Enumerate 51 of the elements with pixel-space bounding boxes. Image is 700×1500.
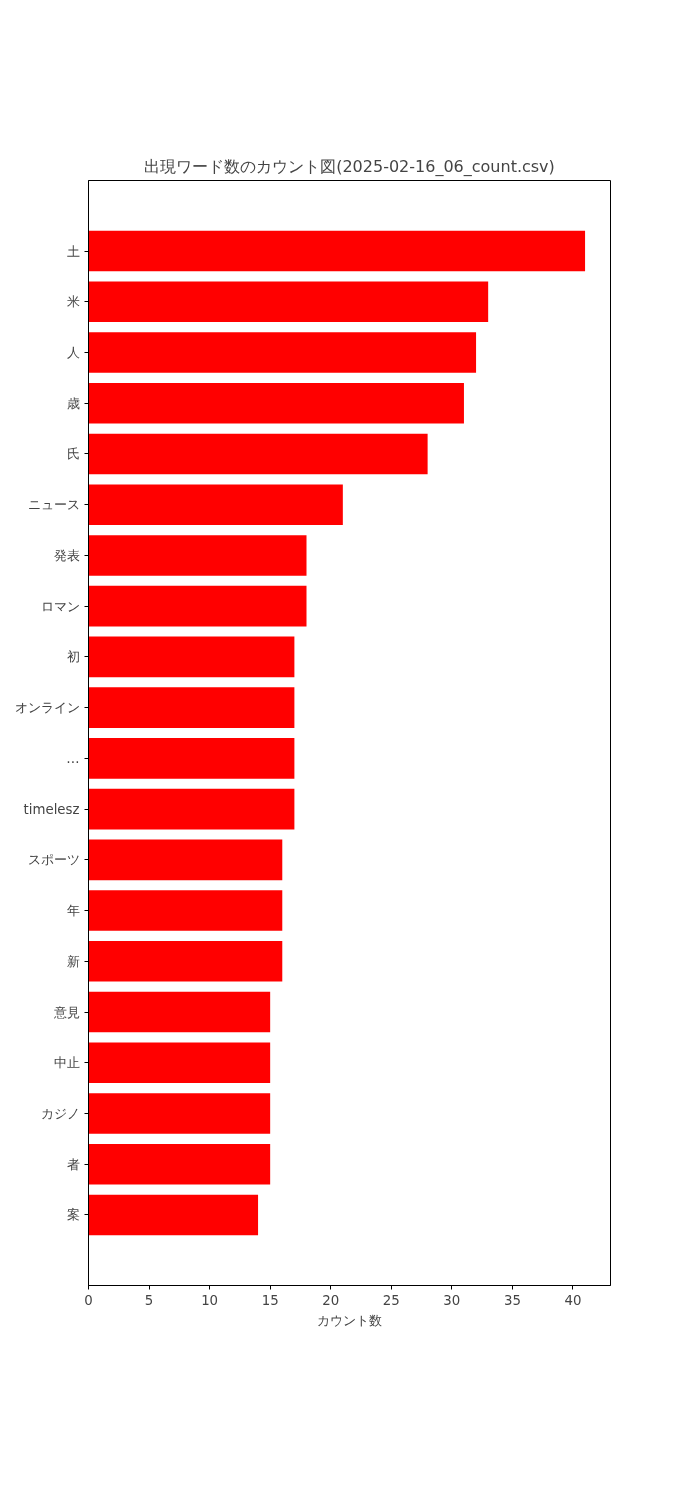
bar xyxy=(88,1042,271,1084)
y-tick-label: カジノ xyxy=(40,1106,80,1122)
y-tick-label: 氏 xyxy=(66,446,80,462)
bar xyxy=(88,281,489,323)
y-tick-label: 新 xyxy=(66,953,80,969)
y-tick-label: ニュース xyxy=(27,497,80,513)
bar xyxy=(88,687,295,728)
x-tick-label: 10 xyxy=(201,1292,219,1308)
y-tick-label: オンライン xyxy=(14,700,80,716)
bar xyxy=(88,484,343,525)
x-tick-label: 15 xyxy=(261,1292,279,1308)
bar xyxy=(88,1093,271,1134)
y-tick-label: 発表 xyxy=(53,547,80,563)
y-tick-label: 初 xyxy=(66,649,80,665)
x-axis-title: カウント数 xyxy=(317,1312,382,1328)
bar xyxy=(88,332,477,373)
x-tick-label: 40 xyxy=(564,1292,582,1308)
y-tick-label: 歳 xyxy=(66,395,80,411)
bar xyxy=(88,941,283,982)
bar xyxy=(88,382,464,424)
y-tick-label: 意見 xyxy=(52,1004,80,1020)
bar xyxy=(88,890,283,931)
y-tick-label: 者 xyxy=(66,1156,80,1172)
y-tick-label: スポーツ xyxy=(27,852,80,868)
bar xyxy=(88,1143,271,1185)
bar xyxy=(88,230,586,272)
bar xyxy=(88,1194,259,1236)
y-tick-label: timelesz xyxy=(23,801,80,817)
bar xyxy=(88,839,283,881)
y-tick-label: ロマン xyxy=(40,598,80,614)
y-tick-label: 中止 xyxy=(53,1055,80,1071)
bar xyxy=(88,535,307,576)
bar xyxy=(88,788,295,830)
bar xyxy=(88,433,428,475)
x-tick-label: 0 xyxy=(84,1292,93,1308)
x-tick-label: 30 xyxy=(443,1292,461,1308)
bar xyxy=(88,991,271,1033)
bar xyxy=(88,585,307,627)
bar xyxy=(88,738,295,779)
y-tick-label: 米 xyxy=(66,294,80,310)
bar xyxy=(88,636,295,678)
x-tick-label: 5 xyxy=(144,1292,154,1308)
y-tick-label: 人 xyxy=(66,344,80,360)
x-tick-label: 25 xyxy=(382,1292,400,1308)
x-tick-label: 20 xyxy=(322,1292,340,1308)
y-tick-label: … xyxy=(66,750,80,766)
x-tick-label: 35 xyxy=(503,1292,521,1308)
y-tick-label: 案 xyxy=(66,1207,80,1223)
y-tick-label: 年 xyxy=(66,903,80,919)
chart-title: 出現ワード数のカウント図(2025-02-16_06_count.csv) xyxy=(144,156,555,177)
y-tick-label: 土 xyxy=(66,243,80,259)
